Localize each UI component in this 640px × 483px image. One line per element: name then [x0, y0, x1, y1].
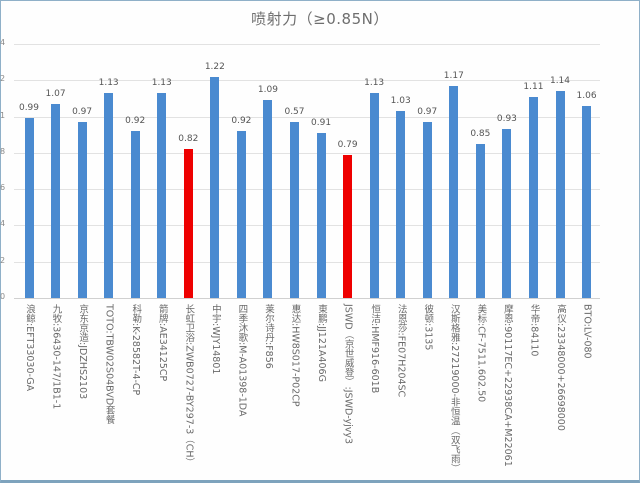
bar [51, 103, 61, 298]
value-label: 0.57 [284, 106, 305, 117]
x-category-label: 法恩莎:FE07H204SC [395, 304, 407, 398]
value-label: 0.91 [311, 117, 332, 128]
bar-highlighted [183, 149, 193, 298]
value-label: 0.92 [125, 116, 146, 127]
y-tick-label: 2 [0, 74, 6, 83]
gridline [14, 117, 600, 118]
bar [236, 131, 246, 298]
x-category-label: 九牧:36430-147/1B1-1 [50, 304, 62, 410]
gridline [14, 189, 600, 190]
y-tick-label: 6 [0, 183, 6, 192]
x-category-label: 美标:CF-7511.602.50 [475, 304, 487, 403]
bar [582, 105, 592, 298]
value-label: 1.17 [443, 70, 464, 81]
bar [316, 132, 326, 298]
value-label: 1.09 [257, 85, 278, 96]
value-label: 0.97 [417, 106, 438, 117]
bar [396, 111, 406, 298]
value-label: 0.82 [178, 134, 199, 145]
value-label: 1.11 [523, 81, 544, 92]
value-label: 1.06 [576, 90, 597, 101]
y-tick-label: 4 [0, 219, 6, 228]
x-category-label: 华帝:84110 [528, 304, 540, 357]
x-category-label: 莱尔诗丹:F856 [262, 304, 274, 369]
gridline [14, 153, 600, 154]
gridline [14, 225, 600, 226]
x-category-label: 科勒:K-28582T-4-CP [130, 304, 142, 396]
value-label: 1.22 [204, 61, 225, 72]
value-label: 0.93 [496, 114, 517, 125]
x-category-label: 四季沐歌:M-A01398-1DA [236, 304, 248, 417]
bar [528, 96, 538, 298]
bar [263, 100, 273, 298]
bar [210, 76, 220, 298]
gridline [14, 262, 600, 263]
y-tick-label: 8 [0, 147, 6, 156]
gridline [14, 80, 600, 81]
x-category-label: 東鹏:JJ121A406G [316, 304, 328, 382]
bar [104, 92, 114, 298]
value-label: 0.99 [18, 103, 40, 114]
x-category-label: 惠达:HW8S017-P02CP [289, 304, 301, 407]
x-category-label: JSWD（京世威登）:JSWD-yjvy3 [342, 304, 354, 445]
bar [130, 131, 140, 298]
value-label: 0.92 [231, 116, 252, 127]
x-category-label: 京东京造:JDZHS2103 [77, 304, 89, 400]
bar [24, 118, 34, 298]
value-label: 1.07 [45, 88, 66, 99]
bar [475, 143, 485, 298]
bar [369, 92, 379, 298]
x-category-label: 中宇:WJY14801 [209, 304, 221, 375]
x-category-label: 汉斯格雅:27219000-非恒温（双飞雨） [448, 304, 460, 473]
gridline [14, 298, 600, 299]
bar [422, 121, 432, 298]
y-tick-label: 1 [0, 111, 6, 120]
value-label: 0.97 [72, 106, 93, 117]
y-tick-label: 4 [0, 38, 6, 47]
x-category-label: 恒洁:HMF916-601B [369, 304, 381, 394]
bar [502, 129, 512, 298]
bar-highlighted [343, 154, 353, 298]
value-label: 0.85 [470, 128, 491, 139]
gridline [14, 44, 600, 45]
bar [290, 121, 299, 298]
y-tick-label: 2 [0, 256, 6, 265]
x-category-label: 彼顿:3135 [422, 304, 434, 351]
value-label: 1.13 [364, 77, 385, 88]
x-category-label: BTO:LV-080 [581, 304, 593, 359]
x-category-label: 浪鲸:EFT33030-GA [24, 304, 35, 392]
value-label: 1.13 [151, 77, 172, 88]
x-category-label: 箭牌:AE34125CP [156, 304, 168, 382]
bar [157, 92, 167, 298]
y-tick-label: 0 [0, 292, 6, 301]
x-category-label: 摩恩:90117EC+22938CA+M22061 [501, 304, 513, 467]
x-category-label: 长虹卫浴:ZWB0727-BY297-3（CH） [183, 304, 195, 468]
value-label: 0.79 [337, 139, 358, 150]
value-label: 1.03 [390, 96, 411, 107]
bar [449, 85, 459, 298]
x-category-label: 高仪:23348000+26698000 [555, 304, 566, 431]
x-category-label: TOTO:TBW02S04BVD套餐 [103, 304, 115, 425]
value-label: 1.14 [549, 76, 571, 87]
bar [555, 91, 565, 298]
bar [77, 121, 87, 298]
chart-title: 喷射力（≥0.85N） [251, 10, 389, 28]
value-label: 1.13 [98, 77, 119, 88]
